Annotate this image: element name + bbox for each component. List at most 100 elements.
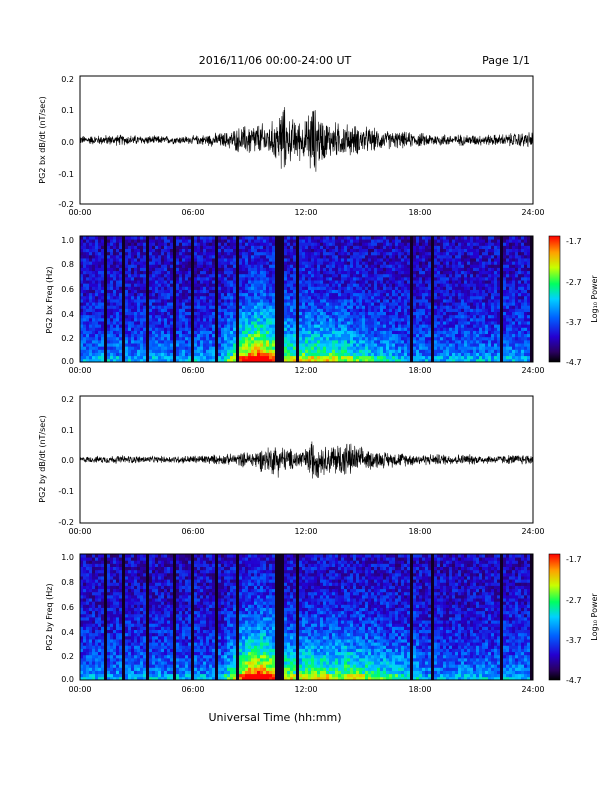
spectrogram-cell bbox=[293, 358, 297, 363]
spectrogram-cell bbox=[275, 295, 279, 300]
spectrogram-cell bbox=[212, 321, 216, 325]
spectrogram-cell bbox=[341, 295, 345, 300]
spectrogram-cell bbox=[260, 358, 264, 363]
spectrogram-cell bbox=[266, 295, 270, 300]
spectrogram-cell bbox=[104, 346, 108, 350]
spectrogram-cell bbox=[92, 280, 96, 284]
spectrogram-cell bbox=[128, 349, 132, 353]
spectrogram-cell bbox=[425, 317, 429, 322]
spectrogram-cell bbox=[149, 314, 153, 319]
spectrogram-cell bbox=[374, 352, 378, 357]
spectrogram-cell bbox=[164, 251, 168, 256]
spectrogram-cell bbox=[308, 258, 312, 262]
spectrogram-cell bbox=[377, 267, 381, 272]
spectrogram-cell bbox=[269, 336, 273, 341]
spectrogram-cell bbox=[329, 343, 333, 347]
spectrogram-cell bbox=[341, 286, 345, 290]
spectrogram-cell bbox=[296, 286, 300, 290]
spectrogram-cell bbox=[449, 261, 453, 265]
spectrogram-cell bbox=[215, 346, 219, 350]
spectrogram-cell bbox=[404, 251, 408, 256]
spectrogram-cell bbox=[428, 264, 432, 268]
spectrogram-cell bbox=[110, 251, 114, 256]
spectrogram-cell bbox=[272, 317, 276, 322]
spectrogram-cell bbox=[95, 314, 99, 319]
spectrogram-cell bbox=[161, 324, 165, 328]
spectrogram-cell bbox=[221, 264, 225, 268]
spectrogram-cell bbox=[305, 336, 309, 341]
spectrogram-cell bbox=[362, 339, 366, 344]
spectrogram-cell bbox=[302, 251, 306, 256]
spectrogram-cell bbox=[449, 343, 453, 347]
spectrogram-cell bbox=[374, 299, 378, 303]
spectrogram-cell bbox=[428, 267, 432, 272]
spectrogram-cell bbox=[194, 358, 198, 363]
spectrogram-cell bbox=[182, 299, 186, 303]
spectrogram-cell bbox=[113, 261, 117, 265]
spectrogram-cell bbox=[296, 302, 300, 306]
spectrogram-cell bbox=[293, 280, 297, 284]
spectrogram-cell bbox=[362, 333, 366, 338]
spectrogram-cell bbox=[416, 317, 420, 322]
spectrogram-cell bbox=[176, 308, 180, 312]
spectrogram-cell bbox=[83, 261, 87, 265]
spectrogram-cell bbox=[116, 242, 120, 246]
spectrogram-cell bbox=[218, 254, 222, 259]
spectrogram-cell bbox=[89, 349, 93, 353]
spectrogram-cell bbox=[89, 333, 93, 338]
spectrogram-cell bbox=[434, 251, 438, 256]
spectrogram-cell bbox=[389, 349, 393, 353]
spectrogram-cell bbox=[311, 339, 315, 344]
spectrogram-cell bbox=[146, 270, 150, 275]
spectrogram-cell bbox=[197, 273, 201, 278]
spectrogram-cell bbox=[419, 248, 423, 253]
spectrogram-cell bbox=[311, 280, 315, 284]
spectrogram-cell bbox=[344, 267, 348, 272]
spectrogram-cell bbox=[230, 248, 234, 253]
spectrogram-cell bbox=[140, 267, 144, 272]
spectrogram-cell bbox=[170, 308, 174, 312]
spectrogram-cell bbox=[125, 267, 129, 272]
spectrogram-cell bbox=[404, 264, 408, 268]
spectrogram-cell bbox=[104, 242, 108, 246]
spectrogram-cell bbox=[170, 292, 174, 297]
spectrogram-cell bbox=[350, 283, 354, 287]
spectrogram-cell bbox=[386, 251, 390, 256]
spectrogram-cell bbox=[368, 317, 372, 322]
spectrogram-cell bbox=[422, 355, 426, 360]
spectrogram-cell bbox=[230, 349, 234, 353]
spectrogram-cell bbox=[347, 305, 351, 309]
spectrogram-cell bbox=[377, 251, 381, 256]
spectrogram-cell bbox=[332, 236, 336, 240]
y-tick-label: 0.2 bbox=[61, 75, 74, 84]
spectrogram-cell bbox=[281, 343, 285, 347]
spectrogram-cell bbox=[230, 355, 234, 360]
spectrogram-cell bbox=[404, 346, 408, 350]
spectrogram-cell bbox=[260, 251, 264, 256]
spectrogram-cell bbox=[422, 280, 426, 284]
spectrogram-cell bbox=[131, 286, 135, 290]
spectrogram-cell bbox=[155, 292, 159, 297]
spectrogram-cell bbox=[302, 245, 306, 249]
spectrogram-cell bbox=[197, 349, 201, 353]
spectrogram-cell bbox=[350, 248, 354, 253]
spectrogram-cell bbox=[383, 308, 387, 312]
spectrogram-cell bbox=[290, 346, 294, 350]
spectrogram-cell bbox=[299, 311, 303, 316]
spectrogram-cell bbox=[140, 258, 144, 262]
spectrogram-cell bbox=[392, 239, 396, 243]
spectrogram-cell bbox=[389, 258, 393, 262]
spectrogram-cell bbox=[272, 324, 276, 328]
spectrogram-cell bbox=[92, 264, 96, 268]
spectrogram-cell bbox=[278, 333, 282, 338]
spectrogram-cell bbox=[407, 239, 411, 243]
spectrogram-cell bbox=[299, 330, 303, 335]
spectrogram-cell bbox=[314, 346, 318, 350]
spectrogram-cell bbox=[290, 276, 294, 281]
spectrogram-cell bbox=[359, 283, 363, 287]
spectrogram-cell bbox=[209, 242, 213, 246]
spectrogram-cell bbox=[296, 339, 300, 344]
spectrogram-cell bbox=[350, 258, 354, 262]
spectrogram-cell bbox=[398, 355, 402, 360]
spectrogram-cell bbox=[158, 258, 162, 262]
